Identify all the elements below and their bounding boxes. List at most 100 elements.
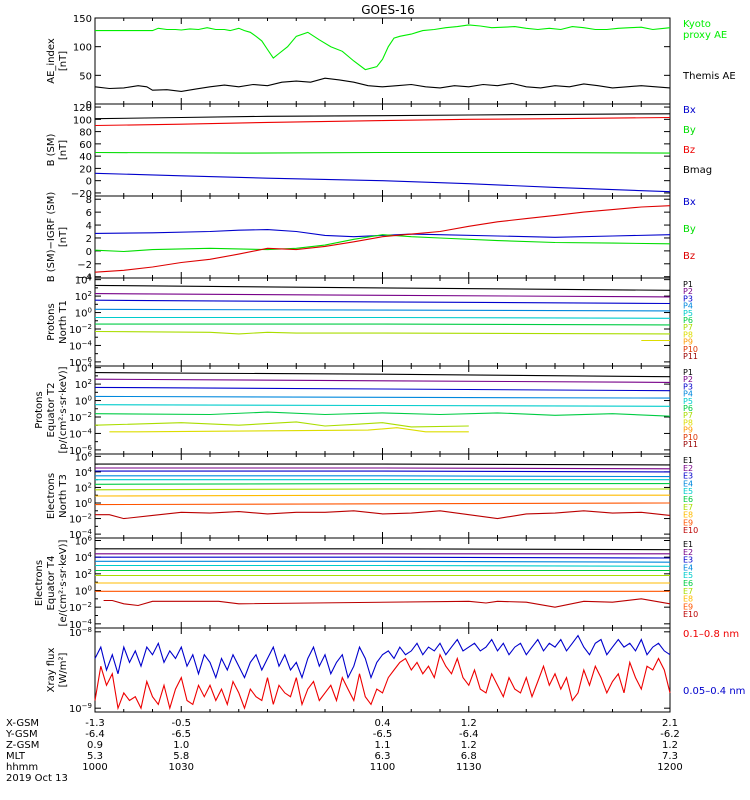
series-line-bz	[94, 116, 671, 127]
series-line-bx	[94, 172, 671, 193]
y-axis-label: Protons	[34, 391, 45, 428]
y-tick-label: 0	[86, 247, 92, 258]
y-tick-label: 10−2	[69, 411, 92, 424]
ephemeris-row-label: X-GSM	[6, 718, 39, 729]
legend-entry: Bx	[683, 105, 696, 116]
ephemeris-value: 1.2	[461, 740, 477, 751]
legend-entry: P9	[683, 426, 693, 435]
series-line-e2	[95, 467, 671, 470]
y-tick-label: 104	[75, 362, 93, 375]
y-tick-label: 0	[86, 100, 92, 111]
y-tick-label: 10−6	[69, 356, 93, 369]
y-tick-label: 100	[75, 585, 92, 598]
y-tick-label: −4	[77, 273, 92, 284]
legend-entry: P4	[683, 302, 693, 311]
y-axis-label: [nT]	[58, 227, 69, 247]
ephemeris-value: -6.4	[459, 729, 479, 740]
y-tick-label: 80	[79, 128, 92, 139]
legend: Bx By Bz Bmag	[683, 105, 712, 176]
legend-entry: P2	[683, 287, 693, 296]
y-tick-label: 50	[79, 71, 92, 82]
series-line-p7	[94, 421, 469, 428]
ephemeris-value: 1200	[657, 762, 682, 773]
y-axis-label: [p/(cm²·s·sr·keV)]	[58, 366, 69, 453]
y-tick-label: 106	[75, 450, 93, 463]
ephemeris-value: 1130	[456, 762, 481, 773]
legend-entry: P3	[683, 294, 693, 303]
legend-entry: P1	[683, 368, 693, 377]
series-line-e3	[95, 556, 671, 559]
y-tick-label: 10−2	[69, 513, 92, 526]
y-tick-label: 10−4	[69, 339, 93, 352]
series-line-p4	[94, 308, 671, 312]
y-tick-label: 104	[75, 274, 93, 287]
y-axis-label: Equator T2	[46, 383, 57, 438]
y-tick-label: 10−6	[69, 444, 93, 457]
ephemeris-value: -1.3	[85, 718, 105, 729]
ephemeris-row-label: Z-GSM	[6, 740, 39, 751]
legend-entry: E2	[683, 464, 693, 473]
ephemeris-value: 2.1	[662, 718, 678, 729]
y-axis-label: North T1	[58, 300, 69, 344]
ephemeris-value: -0.5	[171, 718, 191, 729]
series-line-e7	[94, 488, 670, 491]
y-tick-label: 100	[75, 497, 92, 510]
y-axis-label: [nT]	[58, 51, 69, 71]
legend-entry: P10	[683, 345, 698, 354]
y-tick-label: 100	[75, 395, 92, 408]
y-axis-label: Xray flux	[46, 648, 57, 693]
series-line-p2	[94, 378, 671, 383]
series-line-by	[94, 234, 671, 253]
y-tick-label: 10−2	[69, 601, 92, 614]
y-tick-label: 150	[73, 14, 92, 25]
legend-entry: P5	[683, 309, 693, 318]
ephemeris-row-label: hhmm	[6, 762, 38, 773]
series-line-0-1-0-8-nm	[94, 653, 671, 711]
y-axis-label: Equator T4	[46, 556, 57, 611]
series-line-by	[94, 151, 671, 154]
series-line-e10	[95, 510, 671, 520]
series-line-e4	[95, 475, 671, 478]
legend-entry: P4	[683, 390, 693, 399]
ephemeris-value: 7.3	[662, 751, 678, 762]
y-tick-label: 100	[73, 43, 92, 54]
series-line-e4	[95, 560, 671, 563]
legend-entry: P3	[683, 382, 693, 391]
series-line-p5	[95, 316, 671, 319]
series-line-e3	[95, 470, 671, 473]
legend-entry: P6	[683, 404, 693, 413]
y-tick-label: 10−4	[69, 618, 93, 631]
series-line-bmag	[94, 113, 671, 120]
legend-entry: P5	[683, 397, 693, 406]
ephemeris-value: 1030	[169, 762, 194, 773]
series-line-p3	[94, 386, 671, 392]
legend-entry: proxy AE	[683, 30, 727, 41]
legend-entry: Bz	[683, 251, 695, 262]
y-tick-label: 6	[86, 208, 92, 219]
y-tick-label: 100	[75, 307, 92, 320]
legend-entry: E9	[683, 602, 693, 611]
legend-entry: Bmag	[683, 165, 712, 176]
ephemeris-value: 5.3	[87, 751, 103, 762]
legend-entry: Themis AE	[682, 71, 736, 82]
y-tick-label: 100	[73, 115, 92, 126]
legend-entry: E6	[683, 579, 693, 588]
series-line-p6	[95, 323, 671, 326]
series-line-p7	[94, 330, 671, 335]
series-line-p5	[94, 404, 671, 407]
y-tick-label: 40	[79, 152, 92, 163]
plot-title: GOES-16	[361, 3, 415, 17]
y-axis-label: Electrons	[34, 560, 45, 606]
y-axis-label: [W/m²]	[58, 652, 69, 687]
y-tick-label: 106	[75, 535, 93, 548]
legend-entry: E4	[683, 563, 693, 572]
legend-entry: P11	[683, 352, 698, 361]
y-tick-label: 10−2	[69, 323, 92, 336]
legend-entry: P1	[683, 280, 693, 289]
series-line-themis-ae	[94, 77, 671, 92]
ephemeris-value: 6.8	[461, 751, 477, 762]
